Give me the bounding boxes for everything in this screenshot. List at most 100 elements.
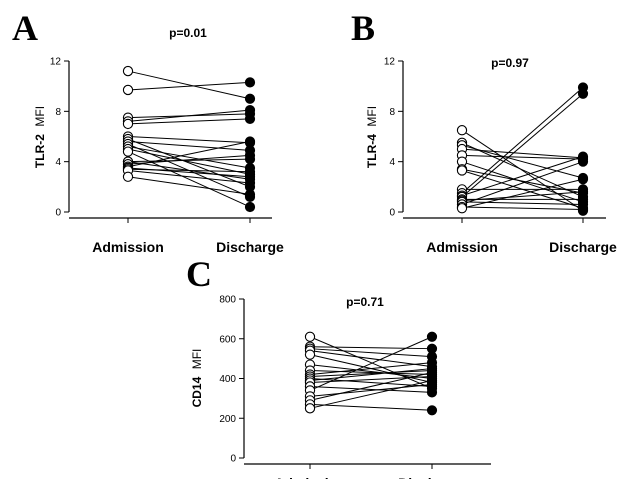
paired-line-b — [461, 206, 584, 210]
admission-point-c — [304, 403, 316, 414]
y-tick-label-b: 4 — [389, 157, 395, 168]
admission-point-b — [456, 125, 468, 136]
admission-point-b — [456, 165, 468, 176]
discharge-point-c — [426, 331, 438, 342]
paired-line-c — [309, 350, 433, 368]
admission-point-a — [122, 65, 134, 77]
panel-b: B p=0.97 TLR-4 MFI 0 4 8 12 Admission Dischar… — [351, 8, 617, 255]
paired-line-b — [461, 142, 584, 198]
y-tick-label-a: 12 — [50, 57, 62, 68]
paired-line-a — [127, 70, 251, 100]
paired-line-b — [461, 201, 584, 205]
discharge-point-a — [244, 189, 256, 200]
paired-line-a — [127, 138, 251, 188]
paired-line-a — [127, 141, 251, 151]
paired-line-b — [461, 154, 584, 160]
discharge-point-a — [244, 113, 256, 124]
discharge-point-c — [426, 405, 438, 416]
paired-line-c — [309, 346, 433, 350]
discharge-point-a — [244, 177, 256, 189]
x-category-label-c: Discharge — [398, 475, 466, 479]
discharge-point-b — [577, 174, 589, 185]
y-tick-label-b: 8 — [389, 107, 395, 118]
discharge-point-c — [426, 375, 438, 386]
discharge-point-b — [577, 204, 589, 215]
paired-line-b — [461, 156, 584, 197]
y-tick-label-b: 0 — [389, 208, 395, 219]
discharge-point-a — [244, 77, 256, 88]
discharge-point-a — [244, 150, 256, 161]
y-axis-unit-c: MFI — [190, 349, 204, 370]
paired-line-c — [309, 370, 433, 376]
paired-line-c — [309, 336, 433, 389]
p-value-b: p=0.97 — [491, 56, 529, 70]
admission-point-a — [122, 171, 134, 182]
x-category-label-a: Admission — [92, 239, 164, 255]
paired-line-a — [127, 81, 251, 91]
paired-line-b — [461, 191, 584, 202]
admission-point-a — [122, 118, 134, 130]
y-axis-unit-a: MFI — [33, 106, 47, 127]
panel-a: A p=0.01 TLR-2 MFI 0 4 8 12 Admission Dischar… — [12, 8, 284, 255]
discharge-point-b — [577, 186, 589, 197]
paired-line-b — [461, 129, 584, 212]
plot-area-b: 0 4 8 12 Admission Discharge — [384, 57, 617, 256]
paired-line-a — [127, 118, 251, 125]
x-category-label-b: Discharge — [549, 239, 617, 255]
paired-line-c — [309, 348, 433, 358]
paired-line-c — [309, 336, 433, 391]
y-axis-title-b: TLR-4 MFI — [363, 106, 380, 168]
y-tick-label-c: 0 — [230, 454, 236, 465]
discharge-point-a — [244, 104, 256, 116]
y-axis-label-c: CD14 — [190, 376, 204, 407]
admission-point-a — [122, 84, 134, 96]
discharge-point-a — [244, 93, 256, 104]
discharge-point-b — [577, 88, 589, 99]
paired-line-a — [127, 169, 251, 184]
p-value-a: p=0.01 — [169, 26, 207, 40]
y-axis-unit-b: MFI — [365, 106, 379, 127]
paired-line-a — [127, 146, 251, 169]
paired-line-c — [309, 383, 433, 397]
y-tick-label-a: 4 — [55, 157, 61, 168]
paired-line-b — [461, 93, 584, 198]
x-category-label-b: Admission — [426, 239, 498, 255]
paired-line-c — [309, 362, 433, 376]
discharge-point-a — [244, 136, 256, 147]
y-axis-label-a: TLR-2 — [33, 134, 47, 168]
paired-line-a — [127, 136, 251, 144]
panel-label-a: A — [12, 8, 38, 48]
x-category-label-a: Discharge — [216, 239, 284, 255]
p-value-c: p=0.71 — [346, 295, 384, 309]
y-tick-label-c: 200 — [219, 414, 236, 425]
discharge-point-a — [244, 201, 256, 213]
y-tick-label-c: 600 — [219, 334, 236, 345]
discharge-point-a — [244, 166, 256, 177]
paired-line-c — [309, 403, 433, 411]
paired-line-c — [309, 380, 433, 409]
y-axis-label-b: TLR-4 — [365, 134, 379, 168]
paired-line-a — [127, 141, 251, 168]
panel-c: C p=0.71 CD14 MFI 0 200 400 600 800 Admission… — [186, 254, 491, 479]
paired-line-c — [309, 368, 433, 381]
y-tick-label-c: 800 — [219, 295, 236, 306]
y-axis-title-c: CD14 MFI — [188, 349, 205, 408]
plot-area-c: 0 200 400 600 800 Admission Discharge — [219, 295, 491, 479]
x-category-label-c: Admission — [274, 475, 346, 479]
paired-line-a — [127, 158, 251, 163]
panel-label-b: B — [351, 8, 375, 48]
y-tick-label-a: 8 — [55, 107, 61, 118]
paired-line-a — [127, 148, 251, 175]
paired-line-b — [461, 161, 584, 205]
admission-point-c — [304, 349, 316, 360]
paired-line-b — [461, 87, 584, 194]
paired-line-a — [127, 109, 251, 122]
admission-point-c — [304, 331, 316, 342]
paired-line-c — [309, 364, 433, 379]
admission-point-a — [122, 146, 134, 157]
y-tick-label-c: 400 — [219, 374, 236, 385]
paired-line-c — [309, 385, 433, 393]
discharge-point-b — [577, 156, 589, 167]
paired-line-c — [309, 372, 433, 401]
